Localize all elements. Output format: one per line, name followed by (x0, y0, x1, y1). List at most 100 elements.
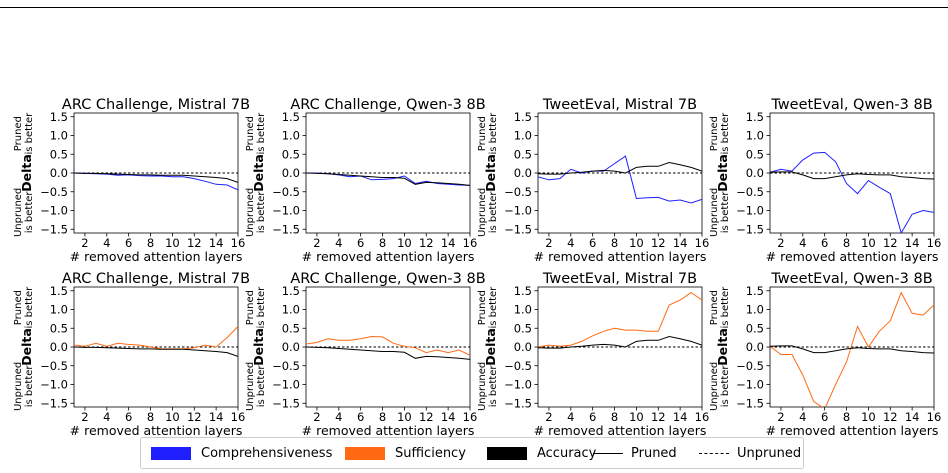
x-tick-label: 12 (187, 410, 202, 424)
x-axis-label: # removed attention layers (70, 423, 243, 438)
y-note-unpruned-better: Unpruned (13, 362, 24, 411)
y-tick-label: 0.0 (282, 340, 300, 354)
x-tick-label: 6 (589, 410, 596, 424)
chart-title: TweetEval, Qwen-3 8B (770, 97, 932, 113)
y-note-pruned-better: Pruned (13, 290, 24, 325)
x-axis-label: # removed attention layers (302, 423, 475, 438)
y-tick-label: 1.0 (50, 303, 68, 317)
x-tick-label: 10 (629, 410, 644, 424)
x-tick-label: 16 (695, 410, 710, 424)
y-note-unpruned-better: Unpruned (709, 362, 720, 411)
series-line-accuracy (538, 335, 702, 349)
series-line-accuracy (306, 172, 470, 186)
y-axis-label: Delta (715, 328, 730, 366)
y-tick-label: 0.5 (746, 147, 764, 161)
y-axis-label: Delta (251, 154, 266, 192)
y-note-pruned-better: is better (488, 286, 499, 329)
legend-item-accuracy: Accuracy (487, 438, 596, 468)
y-tick-label: −0.5 (40, 359, 68, 373)
x-tick-label: 6 (357, 410, 364, 424)
y-tick-label: 1.5 (50, 110, 68, 124)
y-note-pruned-better: is better (720, 286, 731, 329)
series-line-sufficiency (74, 326, 238, 350)
legend: Comprehensiveness Sufficiency Accuracy P… (140, 437, 804, 469)
x-tick-label: 8 (611, 236, 618, 250)
chart-panel-7: TweetEval, Mistral 7B 1.5 1.0 0.5 0.0 −0.5 −1.… (477, 271, 709, 438)
y-axis-label: Delta (251, 328, 266, 366)
y-tick-label: 0.5 (50, 147, 68, 161)
x-axis-label: # removed attention layers (534, 423, 707, 438)
y-note-unpruned-better: is better (24, 191, 35, 234)
x-tick-label: 8 (379, 236, 386, 250)
y-tick-label: 1.5 (282, 110, 300, 124)
x-tick-label: 10 (861, 236, 876, 250)
y-tick-label: −0.5 (40, 185, 68, 199)
y-note-pruned-better: is better (24, 112, 35, 155)
chart-panel-8: TweetEval, Qwen-3 8B 1.5 1.0 0.5 0.0 −0.5 −1.0… (709, 271, 941, 438)
series-line-sufficiency (770, 291, 934, 407)
legend-item-sufficiency: Sufficiency (345, 438, 466, 468)
y-tick-label: −1.0 (736, 378, 764, 392)
y-tick-label: 0.0 (514, 166, 532, 180)
y-tick-label: −0.5 (504, 185, 532, 199)
y-tick-label: 1.0 (514, 129, 532, 143)
x-axis-label: # removed attention layers (302, 249, 475, 264)
y-note-pruned-better: is better (720, 112, 731, 155)
y-tick-label: 1.5 (514, 110, 532, 124)
x-axis-label: # removed attention layers (70, 249, 243, 264)
y-tick-label: 1.0 (746, 303, 764, 317)
x-tick-label: 8 (147, 410, 154, 424)
y-note-unpruned-better: is better (488, 365, 499, 408)
y-tick-label: −1.5 (40, 222, 68, 236)
legend-item-comprehensiveness: Comprehensiveness (151, 438, 332, 468)
y-tick-label: 1.5 (50, 284, 68, 298)
y-tick-label: −1.5 (504, 396, 532, 410)
x-tick-label: 8 (611, 410, 618, 424)
x-tick-label: 2 (545, 236, 552, 250)
x-tick-label: 4 (335, 410, 342, 424)
y-tick-label: 1.0 (746, 129, 764, 143)
series-line-accuracy (770, 345, 934, 354)
x-tick-label: 14 (905, 410, 920, 424)
y-tick-label: 0.5 (514, 321, 532, 335)
y-axis-label: Delta (19, 328, 34, 366)
y-tick-label: 0.0 (514, 340, 532, 354)
x-tick-label: 16 (231, 236, 246, 250)
y-note-unpruned-better: Unpruned (245, 362, 256, 411)
y-tick-label: 0.0 (50, 166, 68, 180)
x-tick-label: 6 (821, 236, 828, 250)
y-tick-label: 1.5 (282, 284, 300, 298)
x-tick-label: 4 (335, 236, 342, 250)
y-axis-label: Delta (19, 154, 34, 192)
y-note-pruned-better: is better (256, 286, 267, 329)
x-tick-label: 4 (799, 236, 806, 250)
x-tick-label: 12 (187, 236, 202, 250)
x-tick-label: 6 (821, 410, 828, 424)
y-note-unpruned-better: is better (488, 191, 499, 234)
y-tick-label: 0.5 (50, 321, 68, 335)
y-tick-label: −0.5 (504, 359, 532, 373)
y-tick-label: −1.0 (40, 204, 68, 218)
legend-swatch-comprehensiveness (151, 446, 191, 460)
y-tick-label: 1.5 (746, 284, 764, 298)
series-line-sufficiency (306, 335, 470, 356)
y-note-unpruned-better: is better (256, 365, 267, 408)
x-tick-label: 6 (125, 410, 132, 424)
y-note-unpruned-better: Unpruned (13, 188, 24, 237)
y-note-unpruned-better: is better (720, 191, 731, 234)
series-line-accuracy (74, 172, 238, 183)
y-note-pruned-better: Pruned (477, 290, 488, 325)
x-tick-label: 2 (777, 410, 784, 424)
series-line-sufficiency (538, 291, 702, 348)
x-tick-label: 10 (397, 410, 412, 424)
y-tick-label: 1.0 (282, 129, 300, 143)
y-tick-label: −1.5 (272, 396, 300, 410)
x-tick-label: 2 (545, 410, 552, 424)
y-tick-label: −1.5 (504, 222, 532, 236)
x-tick-label: 2 (313, 410, 320, 424)
legend-item-pruned: Pruned (593, 438, 677, 468)
y-note-unpruned-better: is better (720, 365, 731, 408)
series-line-comprehensiveness (538, 155, 702, 204)
y-tick-label: 0.5 (746, 321, 764, 335)
series-line-accuracy (306, 346, 470, 360)
